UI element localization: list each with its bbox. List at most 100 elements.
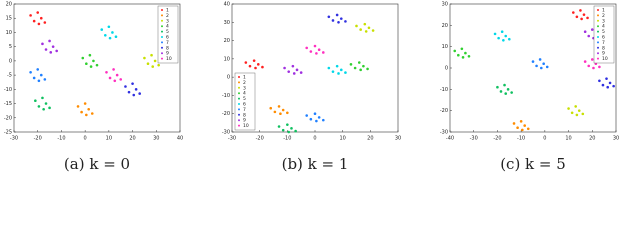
point bbox=[344, 20, 347, 23]
x-tick-label: -10 bbox=[517, 136, 525, 142]
legend-marker bbox=[238, 76, 240, 78]
point bbox=[87, 107, 90, 111]
x-tick-label: 10 bbox=[565, 136, 571, 142]
x-tick-label: -30 bbox=[228, 136, 236, 142]
point bbox=[590, 28, 594, 31]
point bbox=[497, 36, 500, 40]
legend-marker bbox=[238, 81, 240, 84]
point bbox=[331, 70, 335, 73]
point bbox=[339, 68, 343, 72]
point bbox=[281, 128, 285, 132]
y-tick-label: 0 bbox=[227, 75, 230, 81]
legend-marker bbox=[597, 25, 599, 28]
x-tick-label: 30 bbox=[153, 136, 159, 142]
point bbox=[315, 119, 318, 123]
legend-label: 1 bbox=[166, 8, 169, 14]
point bbox=[313, 44, 317, 48]
legend-box bbox=[593, 5, 615, 64]
legend-label: 5 bbox=[602, 29, 605, 35]
point bbox=[153, 59, 157, 63]
y-tick-label: 15 bbox=[6, 16, 12, 22]
point bbox=[108, 36, 112, 40]
point bbox=[287, 70, 291, 73]
legend-label: 2 bbox=[602, 13, 605, 19]
legend-marker bbox=[597, 30, 599, 33]
legend-label: 6 bbox=[602, 35, 605, 41]
point bbox=[113, 79, 117, 83]
legend-label: 9 bbox=[166, 51, 169, 57]
x-tick-label: -20 bbox=[34, 136, 42, 142]
legend-marker bbox=[597, 52, 599, 55]
point bbox=[95, 63, 99, 67]
y-tick-label: -10 bbox=[222, 93, 230, 99]
x-tick-label: 20 bbox=[367, 136, 373, 142]
point bbox=[317, 116, 321, 119]
point bbox=[108, 76, 112, 80]
point bbox=[371, 29, 375, 32]
point bbox=[291, 64, 295, 68]
point bbox=[521, 128, 524, 132]
point bbox=[540, 66, 543, 70]
point bbox=[134, 88, 138, 91]
legend-marker bbox=[238, 108, 240, 111]
legend-label: 7 bbox=[602, 40, 605, 46]
point bbox=[461, 56, 465, 59]
point bbox=[132, 93, 136, 97]
x-tick-label: 0 bbox=[84, 136, 87, 142]
y-tick-label: -30 bbox=[222, 130, 230, 136]
point bbox=[512, 122, 516, 125]
legend-marker bbox=[238, 113, 240, 116]
point bbox=[504, 92, 508, 95]
point bbox=[292, 72, 296, 75]
point bbox=[572, 11, 575, 14]
x-tick-label: 40 bbox=[177, 136, 183, 142]
point bbox=[499, 90, 503, 93]
x-tick-label: 20 bbox=[129, 136, 135, 142]
point bbox=[49, 51, 53, 54]
legend-label: 10 bbox=[602, 56, 608, 62]
legend-label: 3 bbox=[602, 18, 605, 24]
x-tick-label: 10 bbox=[106, 136, 112, 142]
point bbox=[277, 125, 281, 128]
point bbox=[605, 77, 608, 80]
legend-label: 9 bbox=[243, 118, 246, 124]
y-tick-label: 40 bbox=[224, 2, 230, 8]
point bbox=[519, 120, 523, 123]
point bbox=[496, 85, 499, 89]
point bbox=[367, 26, 371, 30]
point bbox=[335, 64, 339, 68]
x-tick-label: 30 bbox=[395, 136, 401, 142]
point bbox=[34, 99, 37, 103]
caption: (a) k = 0 bbox=[64, 155, 130, 173]
point bbox=[100, 28, 104, 31]
point bbox=[590, 58, 594, 61]
y-tick-label: -20 bbox=[440, 108, 448, 114]
legend-box bbox=[157, 5, 179, 64]
plot-area bbox=[13, 3, 181, 133]
point bbox=[107, 25, 111, 29]
legend-label: 6 bbox=[243, 102, 246, 108]
point bbox=[460, 47, 464, 51]
legend-marker bbox=[238, 97, 240, 100]
point bbox=[309, 50, 313, 53]
point bbox=[294, 129, 297, 133]
point bbox=[592, 66, 595, 70]
legend-label: 4 bbox=[602, 24, 605, 30]
point bbox=[32, 19, 36, 23]
x-tick-label: 10 bbox=[339, 136, 345, 142]
legend-marker bbox=[597, 19, 599, 22]
point bbox=[504, 34, 508, 38]
legend-marker bbox=[161, 57, 163, 60]
y-tick-label: 30 bbox=[224, 20, 230, 26]
point bbox=[124, 85, 127, 88]
point bbox=[601, 83, 605, 87]
x-tick-label: 0 bbox=[543, 136, 546, 142]
legend-marker bbox=[161, 14, 163, 17]
legend-marker bbox=[597, 57, 599, 60]
point bbox=[305, 114, 309, 117]
legend-label: 9 bbox=[602, 51, 605, 57]
point bbox=[327, 15, 331, 19]
point bbox=[464, 51, 467, 55]
point bbox=[313, 112, 317, 116]
point bbox=[606, 85, 609, 89]
